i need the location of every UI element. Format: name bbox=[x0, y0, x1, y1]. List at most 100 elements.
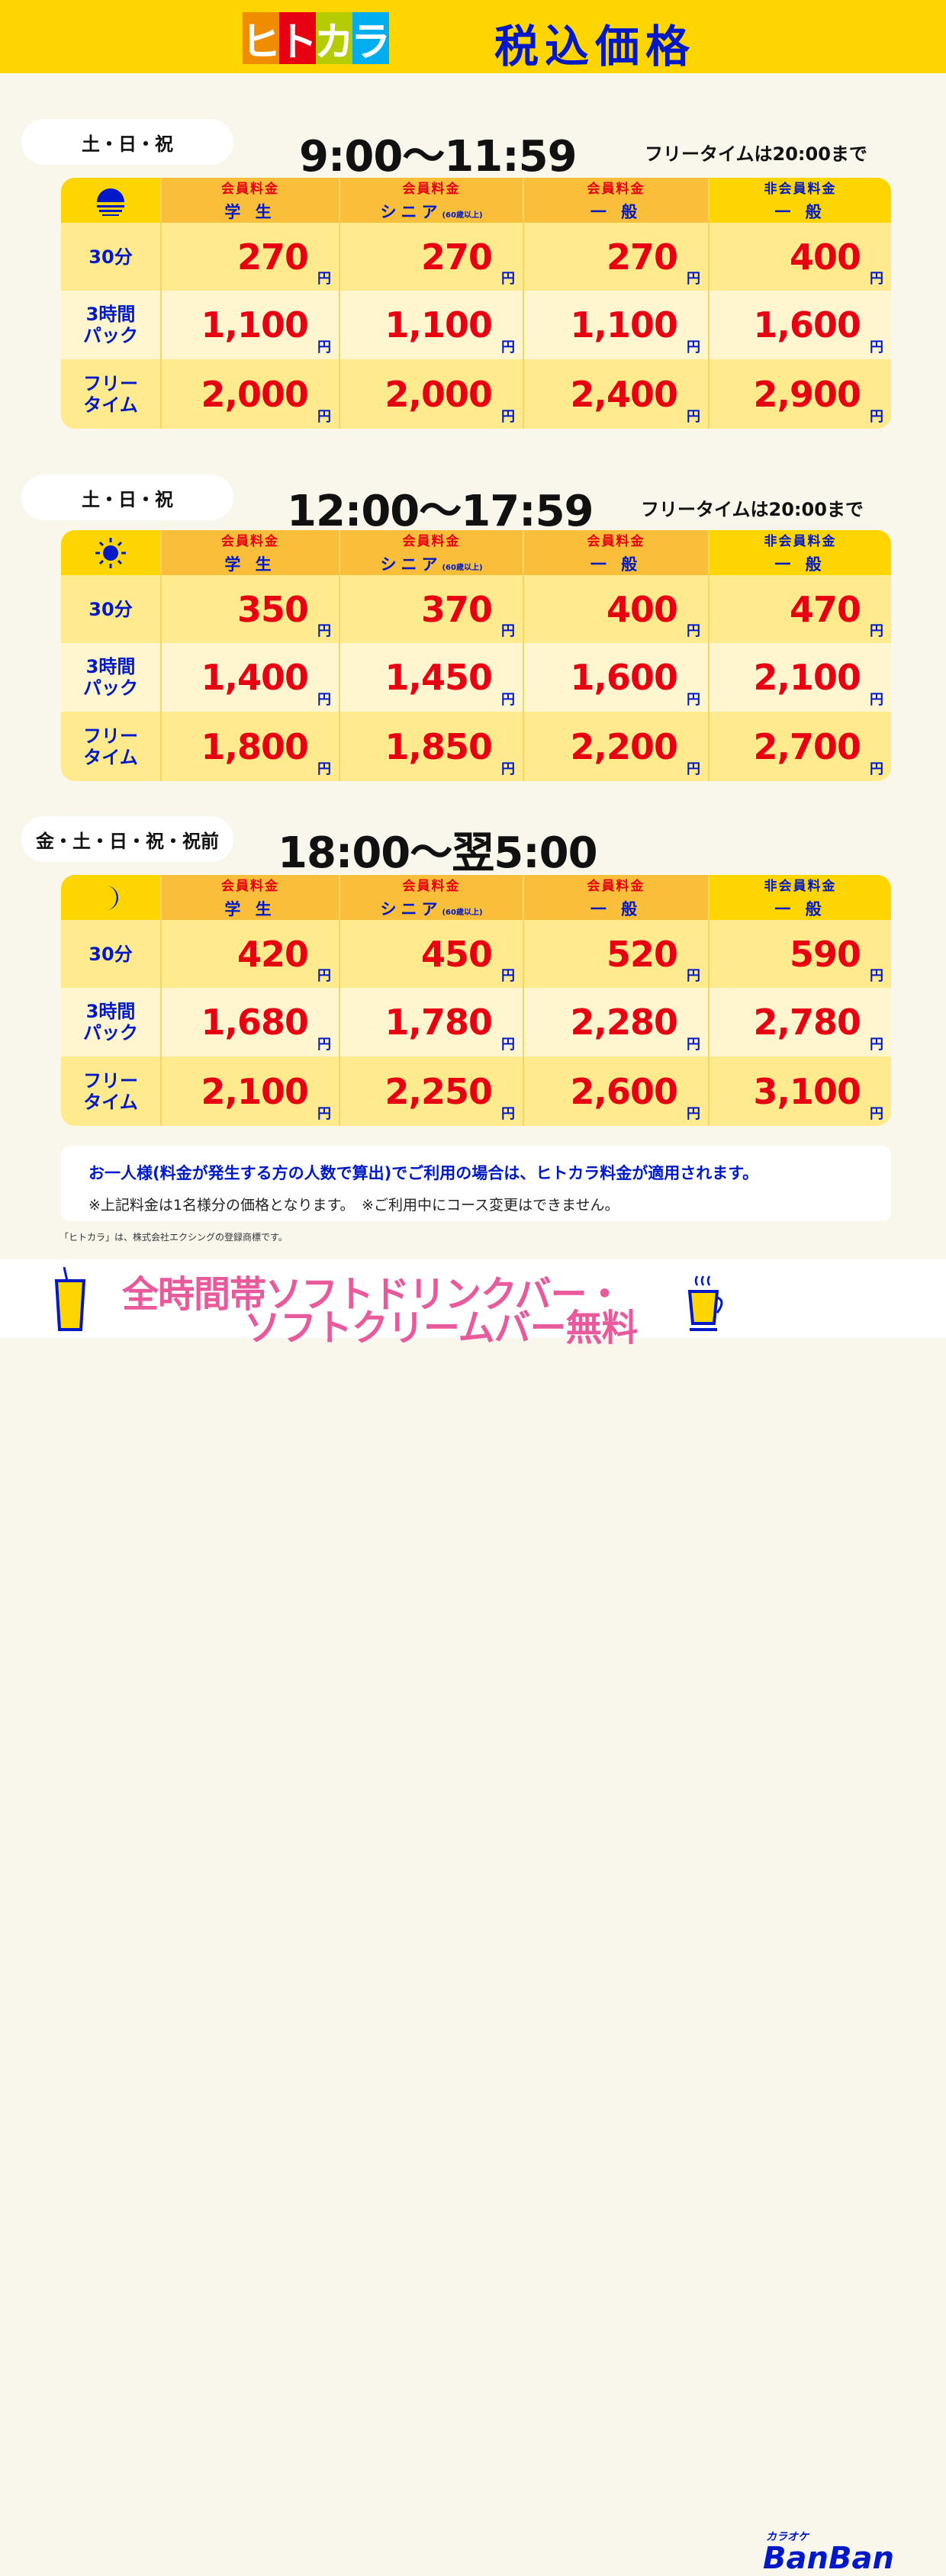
price-cell: 1,850 円 bbox=[339, 712, 523, 781]
price-value: 1,800 bbox=[201, 725, 309, 767]
yen-unit: 円 bbox=[317, 968, 331, 984]
yen-unit: 円 bbox=[687, 761, 700, 777]
column-header: 会員料金 シニア(60歳以上) bbox=[339, 178, 523, 223]
column-type: 会員料金 bbox=[402, 182, 461, 197]
notice-sub: ※上記料金は1名様分の価格となります。 ※ご利用中にコース変更はできません。 bbox=[88, 1197, 619, 1214]
column-name: 一 般 bbox=[774, 203, 826, 221]
price-cell: 420 円 bbox=[160, 920, 339, 988]
price-cell: 2,780 円 bbox=[708, 988, 891, 1056]
column-name: 一 般 bbox=[774, 900, 826, 918]
logo-letter: カ bbox=[314, 12, 354, 66]
yen-unit: 円 bbox=[870, 623, 883, 639]
price-value: 2,700 bbox=[753, 725, 861, 767]
yen-unit: 円 bbox=[501, 271, 515, 287]
time-range: 9:00〜11:59 bbox=[299, 132, 578, 182]
price-value: 3,100 bbox=[753, 1070, 861, 1112]
page-title: 税込価格 bbox=[494, 21, 697, 72]
price-value: 2,600 bbox=[570, 1070, 678, 1112]
logo-letter: ヒ bbox=[241, 12, 281, 66]
price-value: 450 bbox=[420, 933, 493, 975]
price-value: 590 bbox=[789, 933, 861, 975]
column-name: シニア bbox=[380, 555, 442, 574]
yen-unit: 円 bbox=[501, 339, 515, 355]
header-bar: ヒトカラ 税込価格 bbox=[0, 0, 946, 73]
column-header: 会員料金学 生 bbox=[160, 178, 339, 223]
price-cell: 3,100 円 bbox=[708, 1056, 891, 1126]
price-value: 2,780 bbox=[753, 1002, 861, 1043]
row-label: 30分 bbox=[61, 223, 160, 291]
yen-unit: 円 bbox=[870, 761, 883, 777]
price-value: 1,100 bbox=[201, 304, 309, 346]
price-cell: 2,900 円 bbox=[708, 359, 891, 429]
price-value: 2,200 bbox=[570, 725, 678, 767]
yen-unit: 円 bbox=[317, 761, 331, 777]
column-type: 非会員料金 bbox=[764, 534, 837, 549]
time-range: 12:00〜17:59 bbox=[287, 487, 594, 536]
column-type: 会員料金 bbox=[402, 879, 461, 894]
row-label: 3時間 パック bbox=[61, 291, 160, 359]
column-type: 非会員料金 bbox=[764, 182, 837, 197]
yen-unit: 円 bbox=[687, 1037, 700, 1053]
yen-unit: 円 bbox=[687, 968, 700, 984]
price-cell: 450 円 bbox=[339, 920, 523, 988]
price-cell: 2,600 円 bbox=[523, 1056, 708, 1126]
yen-unit: 円 bbox=[501, 409, 515, 425]
yen-unit: 円 bbox=[501, 623, 515, 639]
drink-cup-icon bbox=[54, 1267, 86, 1331]
yen-unit: 円 bbox=[687, 339, 700, 355]
time-range: 18:00〜翌5:00 bbox=[278, 828, 598, 878]
column-type: 会員料金 bbox=[587, 534, 645, 549]
banban-logo-text: BanBan bbox=[763, 2541, 894, 2576]
price-value: 2,000 bbox=[201, 373, 309, 415]
notice-main: お一人様(料金が発生する方の人数で算出)でご利用の場合は、ヒトカラ料金が適用され… bbox=[88, 1164, 759, 1182]
price-value: 2,100 bbox=[201, 1070, 309, 1112]
column-name: 学 生 bbox=[224, 555, 276, 574]
column-header: 会員料金学 生 bbox=[160, 875, 339, 920]
price-table: 会員料金学 生会員料金 シニア(60歳以上) 会員料金一 般非会員料金一 般 30分 4… bbox=[61, 875, 891, 1126]
column-header: 会員料金 シニア(60歳以上) bbox=[339, 530, 523, 575]
yen-unit: 円 bbox=[501, 692, 515, 708]
price-value: 2,100 bbox=[753, 657, 861, 698]
yen-unit: 円 bbox=[317, 339, 331, 355]
price-value: 2,250 bbox=[385, 1070, 493, 1112]
column-header: 会員料金一 般 bbox=[523, 530, 708, 575]
price-value: 350 bbox=[236, 588, 309, 630]
row-label: フリー タイム bbox=[61, 359, 160, 429]
yen-unit: 円 bbox=[317, 623, 331, 639]
column-header: 会員料金 シニア(60歳以上) bbox=[339, 875, 523, 920]
yen-unit: 円 bbox=[870, 692, 883, 708]
row-label: フリー タイム bbox=[61, 712, 160, 781]
price-cell: 2,400 円 bbox=[523, 359, 708, 429]
price-cell: 1,800 円 bbox=[160, 712, 339, 781]
column-name: 学 生 bbox=[224, 900, 276, 918]
column-type: 会員料金 bbox=[221, 182, 279, 197]
sun-icon bbox=[61, 530, 160, 575]
price-value: 1,600 bbox=[753, 304, 861, 346]
price-cell: 370 円 bbox=[339, 575, 523, 643]
price-cell: 2,100 円 bbox=[708, 643, 891, 712]
column-name: 学 生 bbox=[224, 203, 276, 221]
logo-letter: ラ bbox=[351, 12, 391, 66]
price-value: 370 bbox=[420, 588, 493, 630]
yen-unit: 円 bbox=[687, 623, 700, 639]
price-cell: 2,100 円 bbox=[160, 1056, 339, 1126]
row-label: 3時間 パック bbox=[61, 988, 160, 1056]
yen-unit: 円 bbox=[870, 968, 883, 984]
price-cell: 2,280 円 bbox=[523, 988, 708, 1056]
column-header: 非会員料金一 般 bbox=[708, 875, 891, 920]
hitokara-logo: ヒトカラ bbox=[241, 12, 391, 66]
column-name: 一 般 bbox=[590, 555, 642, 574]
column-type: 会員料金 bbox=[402, 534, 461, 549]
column-header: 会員料金一 般 bbox=[523, 875, 708, 920]
yen-unit: 円 bbox=[317, 271, 331, 287]
price-value: 1,400 bbox=[201, 657, 309, 698]
yen-unit: 円 bbox=[687, 1106, 700, 1122]
price-value: 1,100 bbox=[570, 304, 678, 346]
days-label: 土・日・祝 bbox=[21, 119, 233, 165]
price-cell: 1,100 円 bbox=[339, 291, 523, 359]
price-table: 会員料金学 生会員料金 シニア(60歳以上) 会員料金一 般非会員料金一 般 30分 2… bbox=[61, 178, 891, 429]
price-cell: 2,200 円 bbox=[523, 712, 708, 781]
column-header: 会員料金学 生 bbox=[160, 530, 339, 575]
price-value: 1,850 bbox=[385, 725, 493, 767]
price-cell: 2,250 円 bbox=[339, 1056, 523, 1126]
